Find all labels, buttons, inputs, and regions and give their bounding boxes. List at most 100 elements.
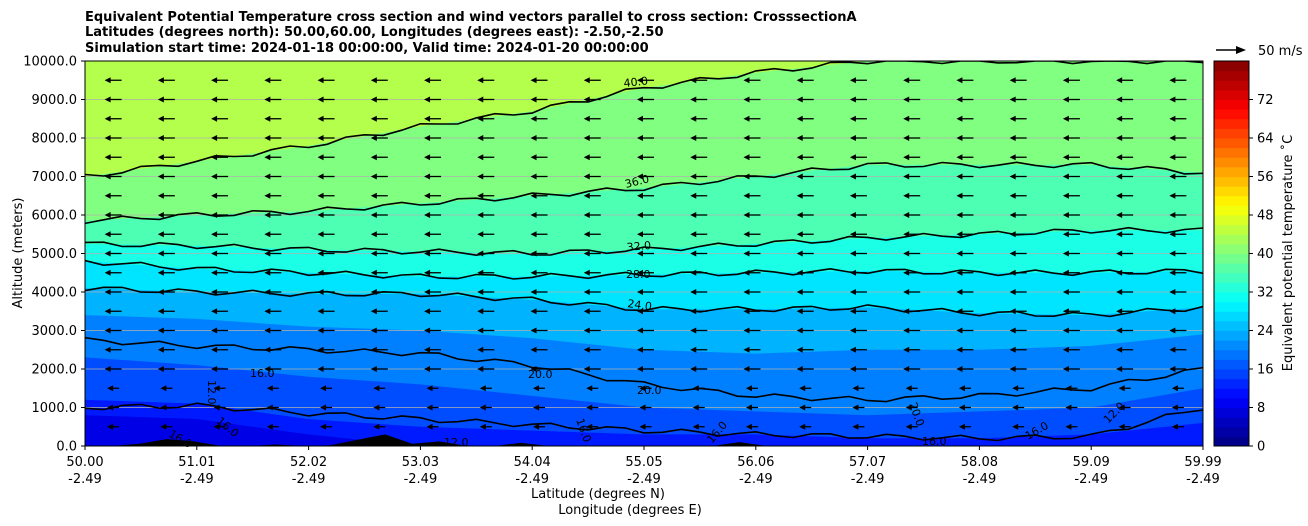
wind-vector-head	[530, 115, 537, 122]
wind-vector-head	[424, 154, 431, 161]
x-tick-label-lat: 51.01	[178, 455, 215, 470]
wind-vector-head	[1171, 423, 1178, 430]
wind-vector-head	[849, 366, 856, 372]
wind-vector-head	[424, 269, 431, 276]
wind-vector-head	[264, 231, 271, 238]
colorbar-band	[1214, 186, 1249, 197]
wind-vector-head	[157, 346, 164, 353]
wind-vector-head	[317, 289, 324, 295]
x-tick-label-lat: 59.99	[1184, 455, 1221, 470]
colorbar-band	[1214, 397, 1249, 408]
wind-vector-head	[1118, 385, 1125, 392]
wind-vector-head	[796, 173, 803, 180]
wind-vector-head	[637, 154, 643, 161]
wind-vector-head	[1062, 154, 1069, 161]
wind-vector-head	[692, 385, 699, 392]
wind-vector-head	[317, 327, 324, 334]
wind-vector-head	[1169, 192, 1176, 199]
wind-vector-head	[956, 212, 963, 218]
wind-vector-head	[1116, 173, 1123, 180]
wind-vector-head	[1171, 385, 1178, 392]
wind-vector-head	[424, 212, 431, 218]
wind-vector-head	[211, 115, 218, 122]
wind-vector-head	[1116, 346, 1123, 353]
colorbar-band	[1214, 70, 1249, 81]
wind-vector-head	[477, 135, 484, 141]
wind-vector-head	[104, 327, 111, 334]
wind-vector-head	[637, 135, 643, 141]
colorbar-band	[1214, 369, 1249, 380]
wind-vector-head	[104, 115, 111, 122]
wind-vector-head	[1169, 308, 1176, 315]
wind-vector-head	[690, 173, 697, 180]
wind-vector-head	[1062, 115, 1069, 122]
wind-vector-head	[796, 115, 803, 122]
x-tick-label-lat: 54.04	[514, 455, 551, 470]
wind-vector-head	[317, 250, 324, 257]
wind-vector-head	[743, 135, 750, 141]
wind-vector-head	[211, 231, 218, 238]
wind-vector-head	[1009, 366, 1016, 372]
wind-vector-head	[477, 115, 484, 122]
wind-vector-head	[477, 212, 484, 218]
wind-vector-head	[745, 385, 752, 392]
colorbar-band	[1214, 157, 1249, 168]
wind-vector-head	[1065, 404, 1072, 411]
wind-vector-head	[530, 269, 537, 276]
wind-vector-head	[692, 404, 699, 411]
x-tick-label-lon: -2.49	[963, 472, 997, 487]
wind-vector-head	[104, 135, 111, 141]
wind-vector-head	[1009, 269, 1016, 276]
colorbar-label: Equivalent potential temperature ˚C	[1280, 135, 1296, 371]
wind-vector-head	[743, 250, 750, 257]
wind-vector-head	[849, 346, 856, 353]
wind-vector-head	[743, 115, 750, 122]
wind-vector-head	[1169, 269, 1176, 276]
wind-vector-head	[477, 96, 484, 103]
y-tick-label: 10000.0	[23, 55, 77, 70]
wind-vector-head	[1169, 115, 1176, 122]
wind-key: 50 m/s	[1216, 44, 1303, 59]
wind-vector-head	[157, 115, 164, 122]
colorbar-band	[1214, 282, 1249, 293]
wind-vector-head	[956, 173, 963, 180]
colorbar-band	[1214, 436, 1249, 447]
wind-vector-head	[1062, 308, 1069, 315]
wind-vector-head	[1062, 327, 1069, 334]
wind-vector-head	[426, 385, 433, 392]
wind-vector-head	[211, 346, 218, 353]
wind-vector-head	[743, 96, 750, 103]
wind-vector-head	[1009, 173, 1016, 180]
wind-vector-head	[317, 346, 324, 353]
wind-vector-head	[849, 289, 856, 295]
wind-vector-head	[104, 346, 111, 353]
colorbar-band	[1214, 234, 1249, 245]
wind-vector-head	[583, 269, 590, 276]
wind-vector-head	[852, 404, 859, 411]
wind-vector-head	[690, 77, 697, 84]
wind-vector-head	[1009, 308, 1016, 315]
wind-vector-head	[903, 269, 910, 276]
wind-vector-head	[690, 289, 697, 295]
wind-vector-head	[317, 154, 324, 161]
wind-vector-head	[370, 212, 377, 218]
wind-vector-head	[211, 192, 218, 199]
colorbar-band	[1214, 263, 1249, 274]
colorbar-tick-label: 40	[1257, 247, 1274, 262]
wind-vector-head	[479, 385, 486, 392]
wind-vector-head	[639, 423, 646, 430]
wind-vector-head	[849, 308, 856, 315]
wind-vector-head	[317, 77, 324, 84]
wind-vector-head	[743, 173, 750, 180]
wind-vector-head	[586, 404, 593, 411]
colorbar-band	[1214, 147, 1249, 158]
wind-vector-head	[796, 327, 803, 334]
wind-vector-head	[211, 366, 218, 372]
wind-vector-head	[905, 404, 912, 411]
wind-vector-head	[958, 385, 965, 392]
wind-vector-head	[637, 192, 643, 199]
wind-vector-head	[583, 346, 590, 353]
title-line-2: Latitudes (degrees north): 50.00,60.00, …	[85, 25, 664, 40]
contour-label: 12.0	[444, 436, 469, 449]
wind-vector-head	[956, 135, 963, 141]
